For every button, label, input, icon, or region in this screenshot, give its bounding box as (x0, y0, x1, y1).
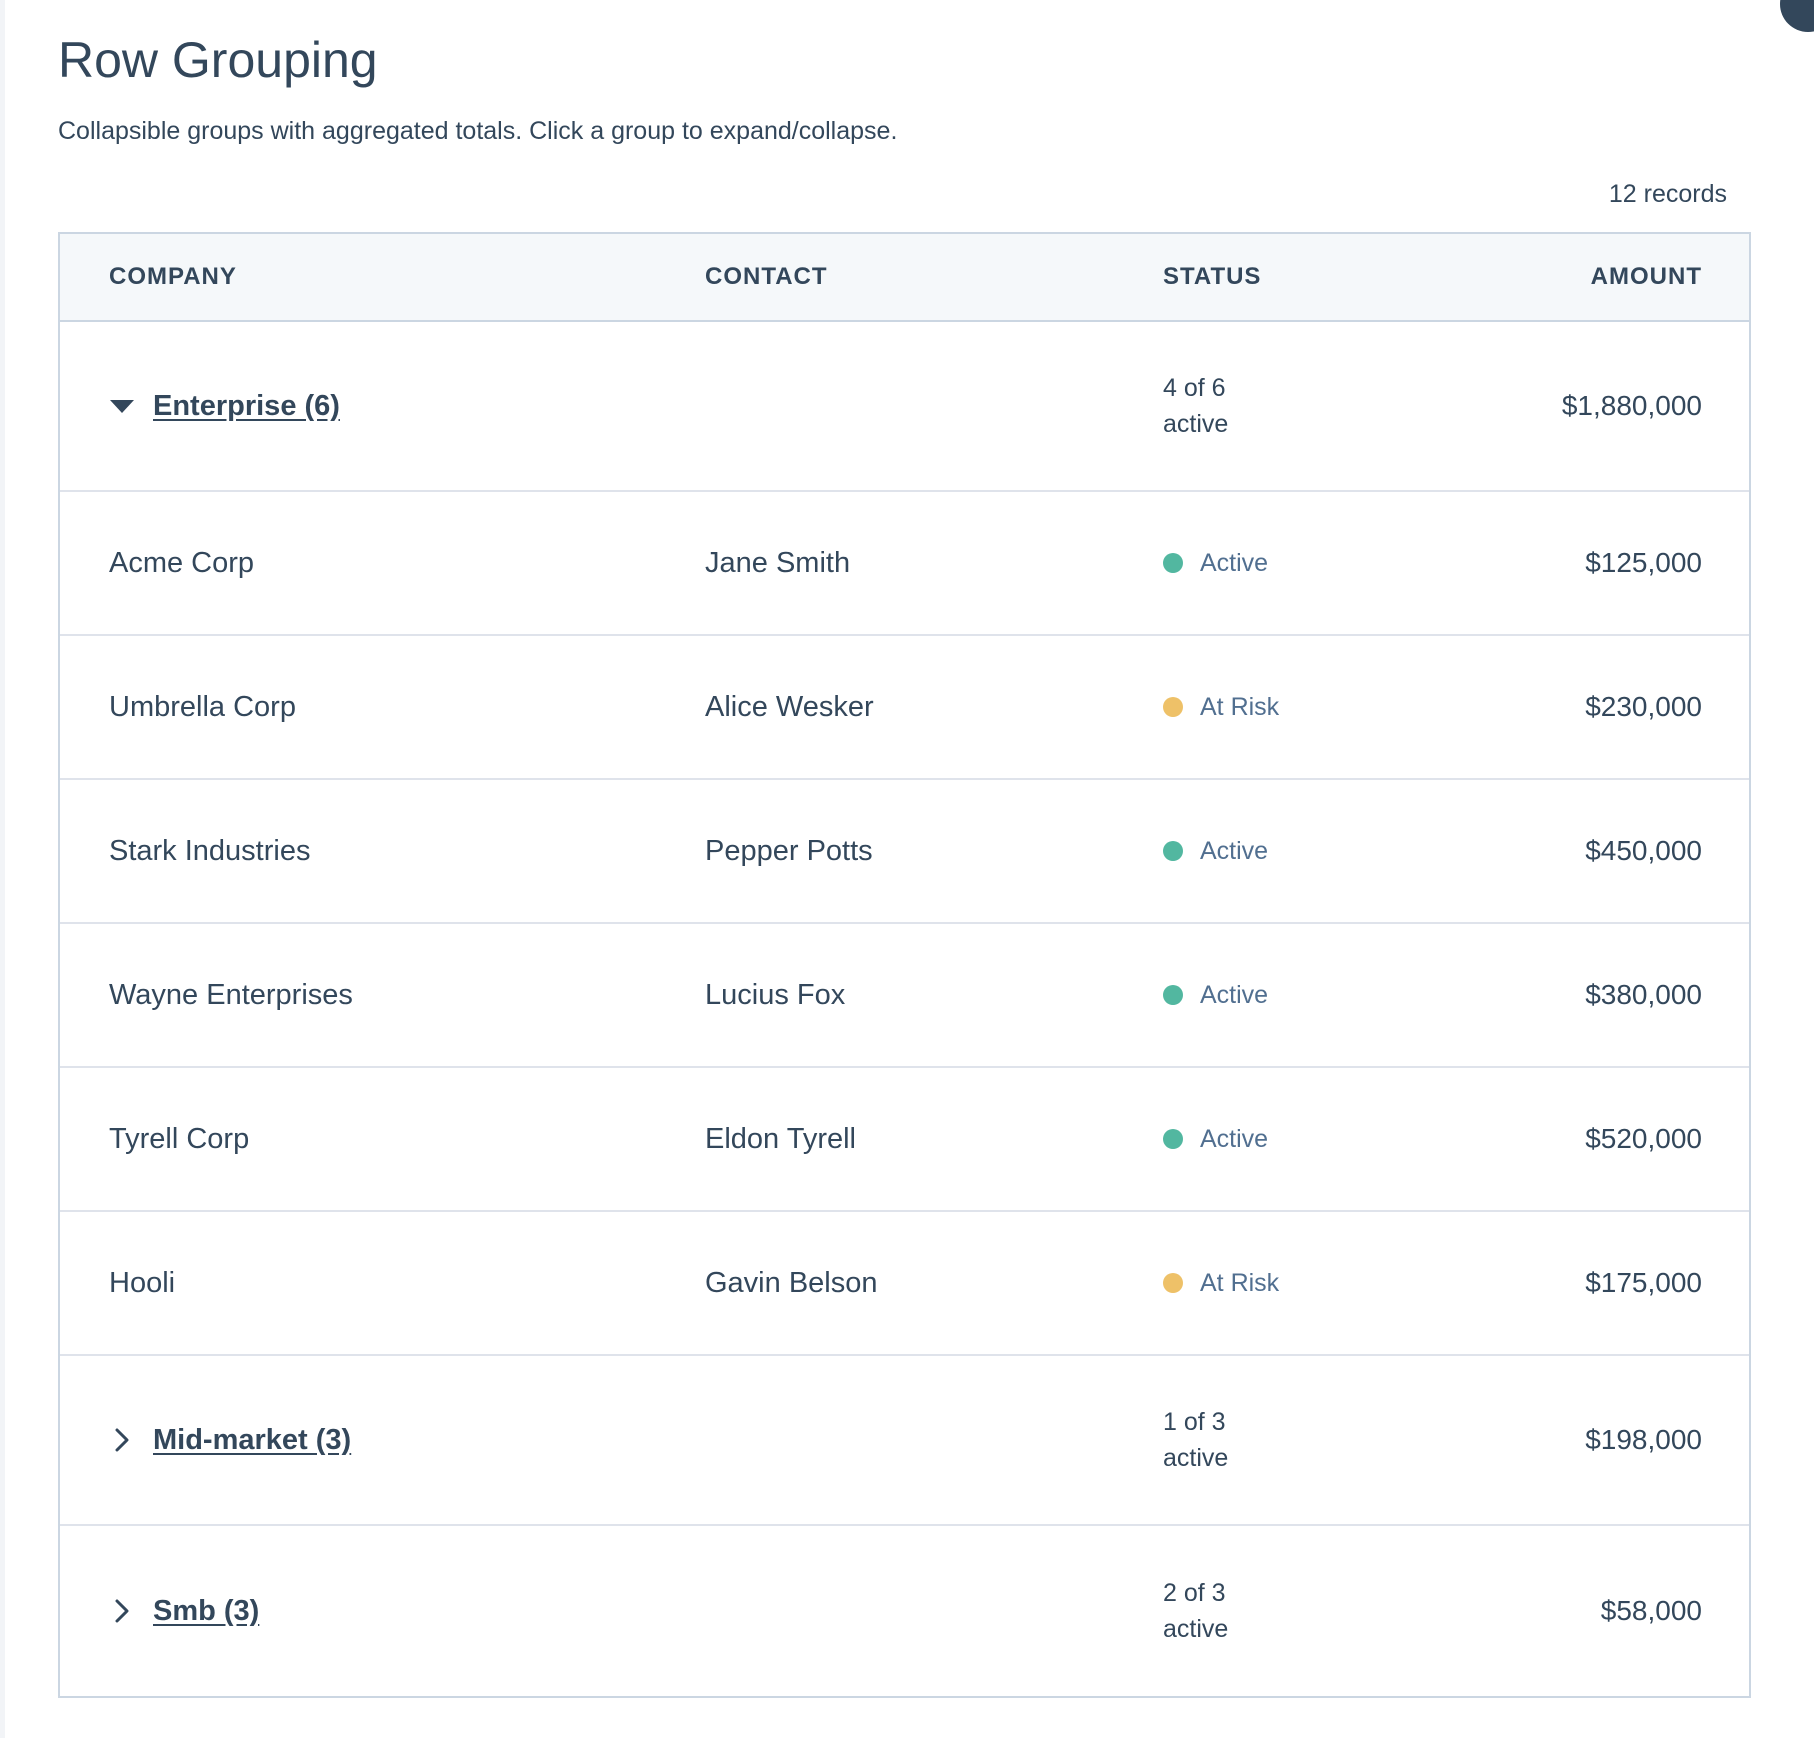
group-label[interactable]: Enterprise (6) (153, 389, 340, 422)
table-row[interactable]: Umbrella Corp Alice Wesker At Risk $230,… (60, 636, 1749, 780)
group-toggle-enterprise[interactable]: Enterprise (6) (109, 390, 340, 423)
table-row[interactable]: Wayne Enterprises Lucius Fox Active $380… (60, 924, 1749, 1068)
status-badge: Active (1163, 549, 1268, 578)
amount-cell: $520,000 (1585, 1123, 1702, 1154)
group-status-summary: 2 of 3 active (1163, 1579, 1229, 1643)
company-cell: Umbrella Corp (109, 690, 296, 723)
column-header-status[interactable]: STATUS (1163, 263, 1262, 290)
corner-avatar[interactable] (1780, 0, 1814, 32)
amount-cell: $450,000 (1585, 835, 1702, 866)
status-badge: Active (1163, 981, 1268, 1010)
amount-cell: $380,000 (1585, 979, 1702, 1010)
amount-cell: $175,000 (1585, 1267, 1702, 1298)
status-badge: Active (1163, 1125, 1268, 1154)
table-row[interactable]: Hooli Gavin Belson At Risk $175,000 (60, 1212, 1749, 1356)
status-dot-icon (1163, 841, 1183, 861)
record-count: 12 records (1608, 180, 1727, 208)
table-row[interactable]: Tyrell Corp Eldon Tyrell Active $520,000 (60, 1068, 1749, 1212)
group-row-enterprise[interactable]: Enterprise (6) 4 of 6 active $1,880,000 (60, 322, 1749, 492)
group-amount-total: $1,880,000 (1561, 390, 1702, 421)
status-dot-icon (1163, 985, 1183, 1005)
company-cell: Hooli (109, 1266, 176, 1299)
group-status-summary: 1 of 3 active (1163, 1408, 1229, 1472)
contact-cell: Jane Smith (705, 546, 851, 579)
group-label[interactable]: Mid-market (3) (153, 1423, 352, 1456)
company-cell: Tyrell Corp (109, 1122, 250, 1155)
contact-cell: Eldon Tyrell (705, 1122, 856, 1155)
status-badge: At Risk (1163, 693, 1279, 722)
group-toggle-smb[interactable]: Smb (3) (109, 1595, 259, 1628)
page-subtitle: Collapsible groups with aggregated total… (58, 117, 898, 145)
company-cell: Wayne Enterprises (109, 978, 353, 1011)
group-status-summary: 4 of 6 active (1163, 374, 1229, 438)
chevron-right-icon[interactable] (109, 1598, 135, 1624)
column-header-company[interactable]: COMPANY (109, 263, 237, 290)
group-row-smb[interactable]: Smb (3) 2 of 3 active $58,000 (60, 1526, 1749, 1696)
status-badge: At Risk (1163, 1269, 1279, 1298)
table-header: COMPANY CONTACT STATUS AMOUNT (60, 234, 1749, 322)
status-dot-icon (1163, 697, 1183, 717)
company-cell: Stark Industries (109, 834, 311, 867)
group-amount-total: $58,000 (1600, 1595, 1702, 1626)
page-title: Row Grouping (58, 32, 378, 88)
group-row-mid-market[interactable]: Mid-market (3) 1 of 3 active $198,000 (60, 1356, 1749, 1526)
table-body: Enterprise (6) 4 of 6 active $1,880,000 … (60, 322, 1749, 1696)
caret-down-icon[interactable] (109, 393, 135, 419)
column-header-contact[interactable]: CONTACT (705, 263, 828, 290)
column-header-amount[interactable]: AMOUNT (1590, 263, 1702, 290)
group-label[interactable]: Smb (3) (153, 1594, 260, 1627)
status-badge: Active (1163, 837, 1268, 866)
status-dot-icon (1163, 553, 1183, 573)
status-dot-icon (1163, 1129, 1183, 1149)
table-row[interactable]: Stark Industries Pepper Potts Active $45… (60, 780, 1749, 924)
chevron-right-icon[interactable] (109, 1427, 135, 1453)
table-row[interactable]: Acme Corp Jane Smith Active $125,000 (60, 492, 1749, 636)
contact-cell: Alice Wesker (705, 690, 874, 723)
grouped-table: COMPANY CONTACT STATUS AMOUNT Enterprise… (58, 232, 1751, 1698)
company-cell: Acme Corp (109, 546, 255, 579)
amount-cell: $230,000 (1585, 691, 1702, 722)
contact-cell: Pepper Potts (705, 834, 873, 867)
amount-cell: $125,000 (1585, 547, 1702, 578)
contact-cell: Gavin Belson (705, 1266, 878, 1299)
status-dot-icon (1163, 1273, 1183, 1293)
group-amount-total: $198,000 (1585, 1424, 1702, 1455)
contact-cell: Lucius Fox (705, 978, 846, 1011)
group-toggle-mid-market[interactable]: Mid-market (3) (109, 1424, 351, 1457)
